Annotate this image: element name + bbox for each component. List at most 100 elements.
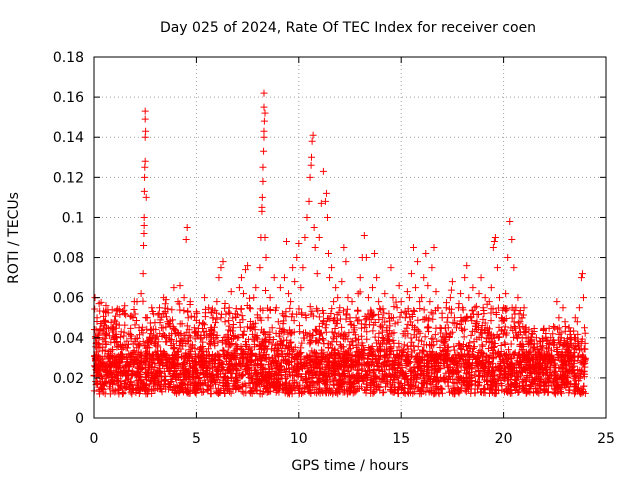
data-point	[424, 323, 432, 331]
data-point	[547, 346, 555, 354]
data-point	[561, 351, 569, 359]
data-point	[192, 327, 200, 335]
data-point	[160, 376, 168, 384]
data-point	[498, 355, 506, 363]
data-point	[258, 193, 266, 201]
data-point	[474, 373, 482, 381]
data-point	[348, 384, 356, 392]
data-point	[481, 294, 489, 302]
data-point	[486, 389, 494, 397]
data-point	[380, 309, 388, 317]
data-point	[276, 341, 284, 349]
data-point	[260, 147, 268, 155]
data-point	[526, 388, 534, 396]
data-point	[137, 365, 145, 373]
data-point	[322, 321, 330, 329]
data-point	[461, 274, 469, 282]
data-point	[217, 264, 225, 272]
data-point	[371, 318, 379, 326]
data-point	[476, 352, 484, 360]
data-point	[428, 353, 436, 361]
data-point	[232, 305, 240, 313]
data-point	[458, 346, 466, 354]
data-point	[348, 298, 356, 306]
data-point	[414, 385, 422, 393]
data-point	[481, 364, 489, 372]
data-point	[501, 363, 509, 371]
data-point	[152, 341, 160, 349]
data-point	[323, 315, 331, 323]
data-point	[393, 347, 401, 355]
data-point	[548, 358, 556, 366]
data-point	[381, 383, 389, 391]
data-point	[481, 386, 489, 394]
data-point	[508, 372, 516, 380]
data-point	[386, 337, 394, 345]
data-point	[207, 324, 215, 332]
data-point	[555, 340, 563, 348]
data-point	[568, 366, 576, 374]
data-point	[221, 318, 229, 326]
data-point	[101, 329, 109, 337]
data-point	[414, 258, 422, 266]
data-point	[426, 376, 434, 384]
data-point	[171, 387, 179, 395]
data-point	[305, 388, 313, 396]
data-point	[501, 340, 509, 348]
data-point	[163, 363, 171, 371]
data-point	[463, 347, 471, 355]
data-point	[194, 358, 202, 366]
data-point	[552, 376, 560, 384]
data-point	[378, 334, 386, 342]
data-point	[135, 324, 143, 332]
data-point	[410, 342, 418, 350]
data-point	[227, 288, 235, 296]
data-point	[488, 338, 496, 346]
data-point	[404, 350, 412, 358]
data-point	[286, 329, 294, 337]
data-point	[322, 353, 330, 361]
data-point	[149, 310, 157, 318]
data-point	[511, 350, 519, 358]
data-point	[345, 329, 353, 337]
data-point	[180, 375, 188, 383]
data-point	[557, 375, 565, 383]
data-point	[417, 386, 425, 394]
data-point	[141, 157, 149, 165]
data-point	[287, 343, 295, 351]
data-point	[465, 370, 473, 378]
data-point	[461, 386, 469, 394]
data-point	[172, 375, 180, 383]
data-point	[242, 343, 250, 351]
data-point	[550, 364, 558, 372]
data-point	[544, 389, 552, 397]
data-point	[169, 344, 177, 352]
data-point	[495, 387, 503, 395]
data-point	[101, 346, 109, 354]
data-point	[182, 236, 190, 244]
data-point	[280, 317, 288, 325]
data-point	[137, 290, 145, 298]
data-point	[312, 349, 320, 357]
data-point	[418, 294, 426, 302]
axis-ticks	[93, 56, 607, 419]
data-point	[385, 361, 393, 369]
data-point	[144, 343, 152, 351]
data-point	[489, 377, 497, 385]
data-point	[322, 368, 330, 376]
data-point	[412, 353, 420, 361]
data-point	[120, 332, 128, 340]
data-point	[504, 254, 512, 262]
data-point	[514, 370, 522, 378]
data-point	[240, 350, 248, 358]
data-point	[226, 388, 234, 396]
data-point	[515, 388, 523, 396]
data-point	[487, 343, 495, 351]
data-point	[527, 382, 535, 390]
data-point	[457, 384, 465, 392]
data-point	[520, 304, 528, 312]
data-point	[431, 331, 439, 339]
data-point	[329, 380, 337, 388]
data-point	[243, 365, 251, 373]
data-point	[440, 362, 448, 370]
